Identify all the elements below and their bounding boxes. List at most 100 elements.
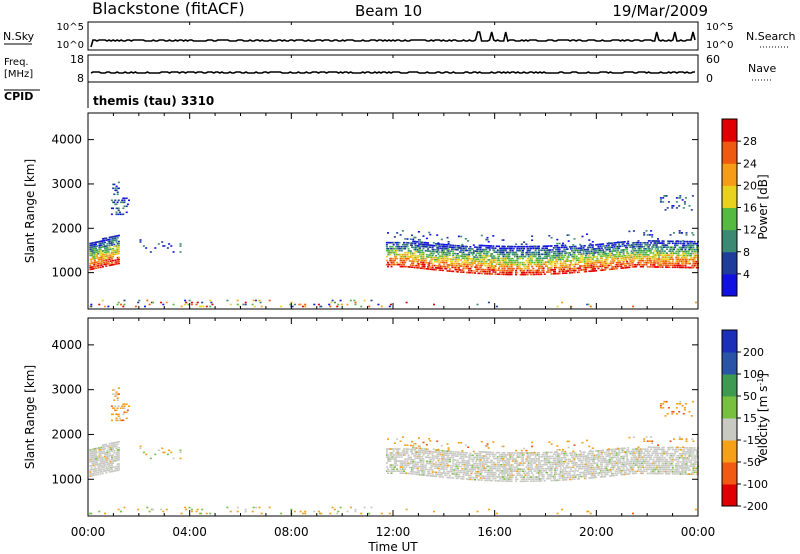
echo-cell xyxy=(642,258,645,260)
echo-cell xyxy=(618,255,621,258)
echo-cell xyxy=(531,235,534,237)
echo-cell xyxy=(563,460,566,463)
echo-cell xyxy=(686,260,689,263)
echo-cell xyxy=(467,265,470,268)
echo-cell xyxy=(565,454,568,457)
echo-cell xyxy=(660,264,663,266)
echo-cell xyxy=(527,478,530,480)
echo-cell xyxy=(578,478,580,480)
echo-cell xyxy=(551,269,554,271)
echo-cell xyxy=(587,262,590,265)
echo-cell xyxy=(428,450,431,453)
echo-cell xyxy=(95,247,97,250)
echo-cell xyxy=(91,258,94,260)
echo-cell xyxy=(465,271,468,274)
echo-cell xyxy=(588,244,591,247)
echo-cell xyxy=(622,249,625,251)
echo-cell xyxy=(531,458,534,460)
echo-cell xyxy=(393,460,396,462)
echo-cell xyxy=(575,456,578,458)
echo-cell xyxy=(632,230,635,232)
echo-cell xyxy=(457,235,460,238)
echo-cell xyxy=(591,474,594,477)
echo-cell xyxy=(502,271,505,274)
echo-cell xyxy=(490,259,492,261)
colorbar-swatch xyxy=(722,273,737,297)
echo-cell xyxy=(523,261,526,264)
echo-cell xyxy=(455,262,458,265)
echo-cell xyxy=(604,255,607,257)
echo-cell xyxy=(498,249,500,252)
echo-cell xyxy=(512,253,515,256)
echo-cell xyxy=(468,474,471,477)
echo-cell xyxy=(470,252,473,254)
echo-cell xyxy=(583,259,586,261)
echo-cell xyxy=(613,254,616,256)
echo-cell xyxy=(576,455,579,458)
echo-cell xyxy=(650,250,653,252)
echo-cell xyxy=(522,470,524,472)
echo-cell xyxy=(533,261,536,264)
echo-cell xyxy=(467,472,470,474)
echo-cell xyxy=(411,448,413,451)
echo-cell xyxy=(600,476,603,478)
echo-cell xyxy=(459,471,462,474)
echo-cell xyxy=(534,271,537,274)
echo-cell xyxy=(583,249,586,251)
echo-cell xyxy=(543,480,546,482)
echo-cell xyxy=(469,264,472,266)
echo-cell xyxy=(479,457,482,459)
echo-cell xyxy=(499,472,502,474)
echo-cell xyxy=(690,252,693,255)
echo-cell xyxy=(501,253,504,256)
echo-cell xyxy=(447,270,450,272)
echo-cell xyxy=(98,467,101,469)
echo-cell xyxy=(407,248,410,250)
echo-cell xyxy=(398,454,401,456)
echo-cell xyxy=(525,478,528,480)
echo-cell xyxy=(111,242,113,244)
echo-cell xyxy=(349,299,352,302)
echo-cell xyxy=(95,474,97,476)
echo-cell xyxy=(115,249,118,251)
echo-cell xyxy=(546,477,548,480)
echo-cell xyxy=(504,255,507,258)
echo-cell xyxy=(412,452,415,455)
echo-cell xyxy=(501,458,504,460)
echo-cell xyxy=(114,395,117,397)
echo-cell xyxy=(508,464,511,466)
echo-cell xyxy=(477,458,480,461)
echo-cell xyxy=(581,257,584,259)
echo-cell xyxy=(449,244,452,246)
echo-cell xyxy=(600,465,603,468)
echo-cell xyxy=(425,474,428,477)
echo-cell xyxy=(428,256,431,258)
echo-cell xyxy=(538,456,540,458)
echo-cell xyxy=(626,242,629,245)
echo-cell xyxy=(644,252,647,254)
echo-cell xyxy=(411,469,413,471)
echo-cell xyxy=(556,244,559,247)
echo-cell xyxy=(423,259,426,262)
echo-cell xyxy=(490,479,492,482)
echo-cell xyxy=(443,470,446,472)
echo-cell xyxy=(509,269,512,272)
echo-cell xyxy=(98,449,101,451)
echo-cell xyxy=(409,466,412,469)
echo-cell xyxy=(542,468,545,470)
echo-cell xyxy=(631,266,634,268)
echo-cell xyxy=(531,472,534,474)
echo-cell xyxy=(496,468,499,470)
echo-cell xyxy=(486,273,489,275)
echo-cell xyxy=(603,245,606,247)
echo-cell xyxy=(677,240,680,243)
echo-cell xyxy=(401,253,404,256)
echo-cell xyxy=(590,468,593,471)
echo-cell xyxy=(665,266,667,268)
echo-cell xyxy=(605,245,608,247)
echo-cell xyxy=(554,251,556,253)
echo-cell xyxy=(612,250,615,252)
echo-cell xyxy=(566,454,569,457)
echo-cell xyxy=(416,245,419,247)
echo-cell xyxy=(470,270,473,272)
